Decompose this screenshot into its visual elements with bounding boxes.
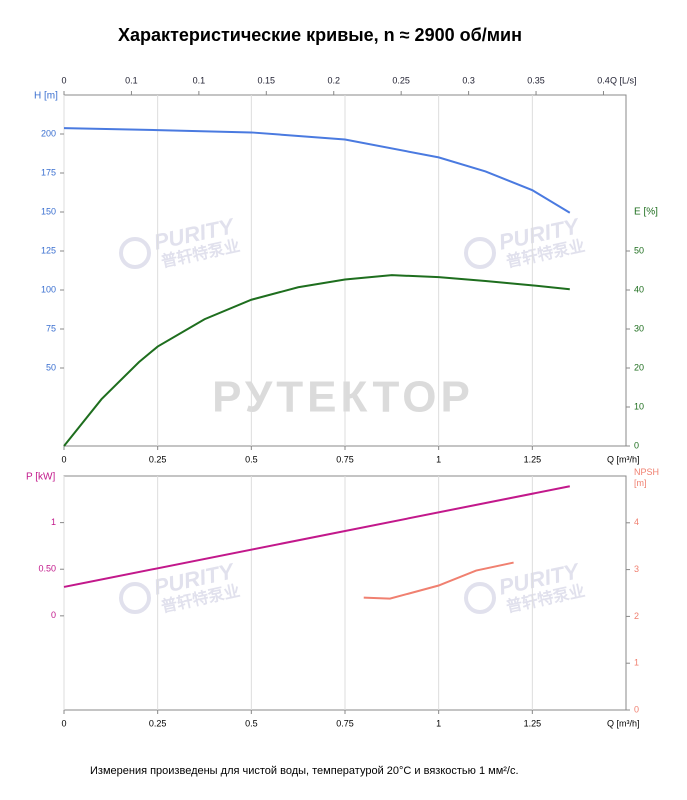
y-tick-label: 175 <box>41 167 56 177</box>
y2-axis-label: NPSH [m] <box>634 467 660 488</box>
x-tick-label: 0.75 <box>336 718 354 728</box>
x-axis-label: Q [m³/h] <box>607 454 640 464</box>
x-tick-label: 1 <box>436 718 441 728</box>
logo-mark <box>464 582 496 614</box>
x2-tick-label: 0.15 <box>258 75 276 85</box>
y2-tick-label: 3 <box>634 564 639 574</box>
logo-mark <box>464 237 496 269</box>
x-tick-label: 0.25 <box>149 454 167 464</box>
curve <box>63 485 570 588</box>
x-tick-label: 0 <box>61 454 66 464</box>
x2-tick-label: 0.1 <box>125 75 138 85</box>
x-tick-label: 0.25 <box>149 718 167 728</box>
x2-tick-label: 0.35 <box>527 75 545 85</box>
x-tick-label: 0.75 <box>336 454 354 464</box>
y-tick-label: 0.50 <box>38 564 56 574</box>
chart-title: Характеристические кривые, n ≈ 2900 об/м… <box>118 25 522 45</box>
x-tick-label: 1.25 <box>524 454 542 464</box>
y2-axis-label: E [%] <box>634 207 658 218</box>
y2-tick-label: 0 <box>634 440 639 450</box>
watermark: РУТЕКТОР <box>212 373 474 422</box>
y2-tick-label: 4 <box>634 517 639 527</box>
x2-tick-label: 0.2 <box>327 75 340 85</box>
x2-axis-label: Q [L/s] <box>610 75 637 85</box>
y2-tick-label: 40 <box>634 284 644 294</box>
x-tick-label: 1.25 <box>524 718 542 728</box>
curve <box>363 561 514 600</box>
x2-tick-label: 0.4 <box>597 75 610 85</box>
logo-mark <box>119 237 151 269</box>
y2-tick-label: 20 <box>634 362 644 372</box>
y-tick-label: 50 <box>46 362 56 372</box>
logo-mark <box>119 582 151 614</box>
x-tick-label: 0 <box>61 718 66 728</box>
y-tick-label: 200 <box>41 128 56 138</box>
y2-tick-label: 50 <box>634 245 644 255</box>
x2-tick-label: 0 <box>61 75 66 85</box>
x2-tick-label: 0.25 <box>392 75 410 85</box>
y-tick-label: 0 <box>51 610 56 620</box>
x2-tick-label: 0.3 <box>462 75 475 85</box>
x-tick-label: 0.5 <box>245 454 258 464</box>
curve <box>63 127 571 214</box>
y-tick-label: 1 <box>51 517 56 527</box>
y-axis-label: P [kW] <box>26 472 55 483</box>
y-tick-label: 75 <box>46 323 56 333</box>
y-tick-label: 150 <box>41 206 56 216</box>
y2-tick-label: 10 <box>634 401 644 411</box>
y-axis-label: H [m] <box>34 91 58 102</box>
curve <box>63 274 570 447</box>
y2-tick-label: 2 <box>634 611 639 621</box>
y-tick-label: 100 <box>41 284 56 294</box>
x-tick-label: 0.5 <box>245 718 258 728</box>
footnote: Измерения произведены для чистой воды, т… <box>90 765 519 777</box>
y2-tick-label: 30 <box>634 323 644 333</box>
x2-tick-label: 0.1 <box>193 75 206 85</box>
y-tick-label: 125 <box>41 245 56 255</box>
y2-tick-label: 0 <box>634 704 639 714</box>
y2-tick-label: 1 <box>634 658 639 668</box>
x-axis-label: Q [m³/h] <box>607 718 640 728</box>
x-tick-label: 1 <box>436 454 441 464</box>
